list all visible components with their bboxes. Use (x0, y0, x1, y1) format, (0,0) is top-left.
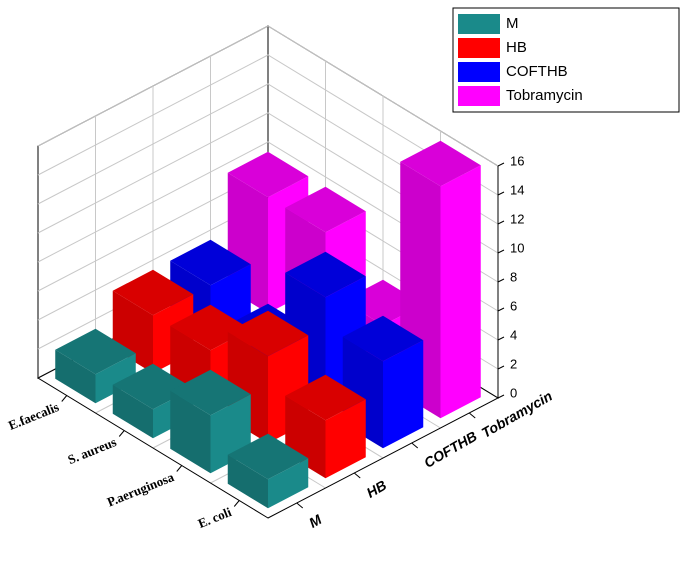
y-tick-label: 6 (510, 298, 517, 313)
bar-top (285, 374, 366, 421)
legend-swatch (458, 14, 500, 34)
legend-swatch (458, 38, 500, 58)
bar-top (285, 186, 366, 233)
bar-top (112, 269, 194, 316)
bar (227, 433, 309, 509)
tick-mark (497, 191, 505, 196)
bar-face (227, 454, 268, 509)
bar-top (285, 251, 366, 298)
bar-face (95, 353, 136, 404)
tick-mark (118, 430, 125, 437)
grid-line (37, 25, 499, 167)
legend-label: Tobramycin (506, 87, 583, 104)
tick-mark (497, 162, 505, 167)
bar-face (268, 458, 309, 509)
bar-top (170, 239, 251, 286)
tick-mark (497, 336, 505, 341)
tick-mark (497, 220, 505, 225)
z-tick-label: M (306, 511, 324, 531)
tick-mark (353, 472, 361, 479)
bar-top (227, 310, 309, 357)
tick-mark (233, 500, 240, 507)
tick-mark (497, 394, 505, 399)
y-tick-label: 10 (510, 240, 524, 255)
bar-top (170, 369, 251, 416)
bar-top (227, 433, 309, 480)
bar-face (112, 384, 153, 439)
x-tick-label: E. coli (196, 504, 234, 531)
z-tick-label: COFTHB (421, 428, 480, 471)
tick-mark (411, 442, 419, 449)
legend-label: M (506, 15, 519, 32)
bar-top (342, 315, 424, 362)
bar-top (400, 140, 481, 187)
y-tick-label: 14 (510, 182, 524, 197)
y-tick-label: 8 (510, 269, 517, 284)
legend-label: COFTHB (506, 63, 568, 80)
legend-swatch (458, 62, 500, 82)
y-tick-label: 0 (510, 385, 517, 400)
x-tick-label: P.aeruginosa (105, 469, 177, 510)
tick-mark (296, 502, 304, 509)
tick-mark (497, 278, 505, 283)
y-tick-label: 4 (510, 327, 517, 342)
grid-line (37, 54, 499, 196)
bar-face (170, 390, 211, 474)
y-tick-label: 2 (510, 356, 517, 371)
legend-label: HB (506, 39, 527, 56)
bar (55, 328, 136, 404)
y-tick-label: 16 (510, 153, 524, 168)
x-tick-label: S. aureus (66, 434, 119, 467)
bar-face (440, 165, 481, 419)
bar-top (227, 151, 309, 198)
legend-swatch (458, 86, 500, 106)
bar-top (55, 328, 136, 375)
tick-mark (61, 395, 68, 402)
tick-mark (468, 412, 476, 419)
tick-mark (497, 249, 505, 254)
tick-mark (497, 307, 505, 312)
bar (285, 374, 366, 479)
z-tick-label: HB (364, 477, 390, 501)
bar-face (55, 349, 96, 404)
bar-face (325, 399, 366, 479)
x-tick-label: E.faecalis (6, 399, 61, 433)
tick-mark (176, 465, 183, 472)
bar-face (383, 340, 424, 449)
tick-mark (497, 365, 505, 370)
y-tick-label: 12 (510, 211, 524, 226)
